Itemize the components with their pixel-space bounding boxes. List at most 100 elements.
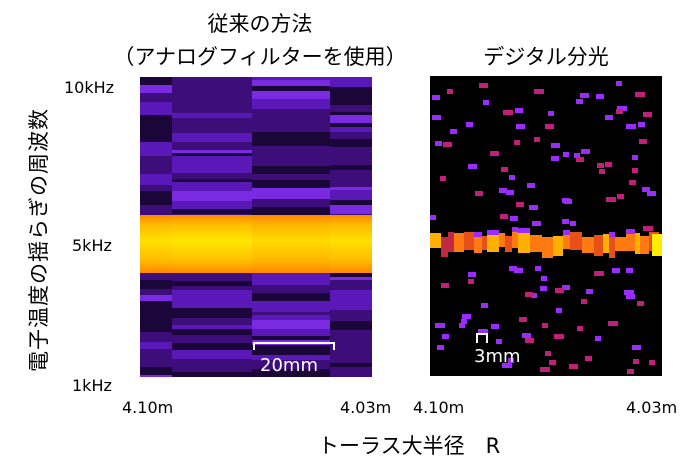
digital-noise-pixel (491, 324, 499, 329)
analog-stripe (252, 355, 330, 360)
digital-noise-pixel (531, 293, 537, 298)
digital-noise-pixel (626, 294, 635, 299)
analog-stripe (252, 109, 330, 114)
digital-noise-pixel (548, 111, 554, 116)
right-scale-bar (476, 333, 488, 343)
analog-stripe (330, 115, 372, 123)
digital-signal-band (454, 233, 464, 252)
digital-signal-band (640, 236, 649, 254)
analog-stripe (172, 329, 252, 335)
digital-noise-pixel (535, 266, 541, 271)
analog-stripe (252, 91, 330, 99)
analog-stripe (140, 332, 172, 342)
analog-stripe (330, 127, 372, 132)
analog-stripe (330, 200, 372, 205)
digital-noise-pixel (643, 226, 653, 231)
analog-stripe (140, 342, 172, 349)
digital-signal-band (518, 233, 530, 253)
digital-noise-pixel (647, 191, 656, 196)
analog-stripe (172, 343, 252, 346)
digital-noise-pixel (522, 333, 531, 338)
analog-stripe (172, 350, 252, 359)
digital-noise-pixel (527, 183, 535, 188)
analog-stripe (172, 346, 252, 350)
digital-noise-pixel (595, 336, 601, 341)
digital-noise-pixel (534, 137, 540, 142)
digital-noise-pixel (586, 289, 593, 294)
analog-stripe (252, 293, 330, 301)
y-tick-5khz: 5kHz (72, 236, 112, 255)
analog-band-shade (172, 215, 252, 273)
analog-stripe (252, 146, 330, 150)
analog-stripe (172, 201, 252, 209)
digital-noise-pixel (574, 153, 580, 158)
analog-stripe (172, 182, 252, 191)
digital-noise-pixel (501, 167, 508, 172)
analog-stripe (330, 178, 372, 187)
digital-signal-band (512, 232, 518, 248)
analog-stripe (330, 363, 372, 367)
analog-stripe (140, 115, 172, 124)
digital-noise-pixel (556, 308, 562, 313)
analog-stripe (140, 326, 172, 332)
analog-stripe (140, 280, 172, 289)
digital-band-edge (518, 228, 530, 233)
digital-noise-pixel (534, 89, 544, 94)
digital-noise-pixel (466, 122, 473, 127)
analog-stripe (172, 81, 252, 92)
digital-signal-band (482, 236, 487, 250)
analog-stripe (330, 349, 372, 360)
analog-stripe (172, 325, 252, 329)
digital-signal-band (553, 236, 563, 256)
analog-stripe (140, 271, 172, 280)
analog-stripe (252, 312, 330, 315)
digital-signal-band (582, 237, 594, 253)
digital-noise-pixel (430, 215, 436, 220)
digital-signal-band (487, 235, 499, 252)
digital-noise-pixel (459, 323, 465, 328)
analog-stripe (252, 345, 330, 355)
digital-noise-pixel (605, 115, 613, 120)
analog-stripe (140, 160, 172, 169)
analog-stripe (252, 114, 330, 123)
analog-stripe (172, 150, 252, 153)
analog-stripe (172, 301, 252, 308)
digital-noise-pixel (562, 219, 569, 224)
analog-stripe (330, 187, 372, 190)
analog-stripe (140, 156, 172, 160)
digital-noise-pixel (542, 323, 548, 328)
left-panel-title: 従来の方法 (150, 8, 370, 38)
digital-noise-pixel (506, 190, 514, 195)
analog-stripe (252, 285, 330, 293)
digital-noise-pixel (529, 205, 538, 210)
analog-stripe (140, 191, 172, 201)
digital-band-edge (609, 232, 615, 237)
digital-noise-pixel (629, 180, 636, 185)
digital-noise-pixel (516, 202, 524, 207)
digital-noise-pixel (437, 345, 444, 350)
analog-stripe (330, 105, 372, 112)
analog-signal-band (140, 215, 372, 273)
analog-stripe (252, 271, 330, 280)
digital-noise-pixel (617, 194, 624, 199)
analog-stripe (140, 360, 172, 367)
y-axis-label: 電子温度の揺らぎの周波数 (27, 108, 51, 372)
digital-noise-pixel (581, 299, 587, 304)
digital-noise-pixel (496, 339, 502, 344)
digital-signal-band (594, 235, 603, 256)
digital-noise-pixel (540, 286, 547, 291)
analog-stripe (252, 174, 330, 180)
analog-stripe (330, 272, 372, 277)
digital-signal-band (530, 235, 542, 252)
digital-noise-pixel (617, 106, 627, 111)
analog-stripe (252, 207, 330, 217)
digital-noise-pixel (545, 124, 554, 129)
analog-stripe (252, 320, 330, 329)
x-axis-label: トーラス大半径 R (318, 434, 501, 458)
analog-stripe (330, 340, 372, 349)
analog-stripe (172, 142, 252, 150)
digital-noise-pixel (637, 301, 644, 306)
analog-stripe (172, 290, 252, 301)
digital-noise-pixel (499, 188, 507, 193)
analog-stripe (330, 77, 372, 87)
